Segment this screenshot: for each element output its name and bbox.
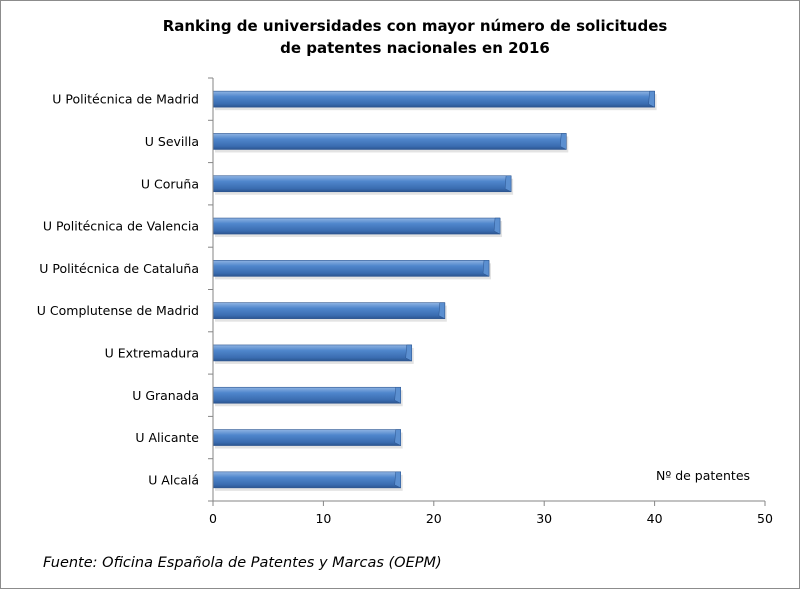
- bar: [213, 430, 401, 446]
- x-tick-label: 0: [209, 511, 217, 526]
- category-label: U Extremadura: [105, 345, 199, 360]
- x-axis-label: Nº de patentes: [656, 468, 750, 483]
- category-label: U Sevilla: [145, 134, 199, 149]
- bar-end-cap: [406, 345, 412, 361]
- x-tick-label: 40: [647, 511, 663, 526]
- bar: [213, 218, 500, 234]
- bar: [213, 345, 412, 361]
- x-tick-label: 50: [757, 511, 773, 526]
- bar-end-cap: [560, 133, 566, 149]
- bar-end-cap: [395, 430, 401, 446]
- bar-end-cap: [505, 176, 511, 192]
- bar: [213, 91, 655, 107]
- x-tick-label: 30: [536, 511, 552, 526]
- category-label: U Alcalá: [148, 472, 199, 487]
- x-tick-label: 20: [426, 511, 442, 526]
- bar-end-cap: [395, 387, 401, 403]
- bar: [213, 303, 445, 319]
- bar-end-cap: [395, 472, 401, 488]
- category-label: U Politécnica de Valencia: [43, 219, 199, 234]
- x-tick-label: 10: [315, 511, 331, 526]
- category-label: U Alicante: [135, 430, 199, 445]
- bar: [213, 472, 401, 488]
- bar-end-cap: [494, 218, 500, 234]
- bar: [213, 387, 401, 403]
- bar: [213, 176, 511, 192]
- bar: [213, 133, 566, 149]
- category-label: U Politécnica de Madrid: [52, 92, 199, 107]
- category-label: U Complutense de Madrid: [37, 303, 199, 318]
- bar-end-cap: [483, 260, 489, 276]
- bar: [213, 260, 489, 276]
- source-note: Fuente: Oficina Española de Patentes y M…: [43, 555, 442, 571]
- category-label: U Coruña: [141, 176, 199, 191]
- category-label: U Politécnica de Cataluña: [39, 261, 199, 276]
- bar-end-cap: [439, 303, 445, 319]
- bar-end-cap: [649, 91, 655, 107]
- category-label: U Granada: [132, 388, 199, 403]
